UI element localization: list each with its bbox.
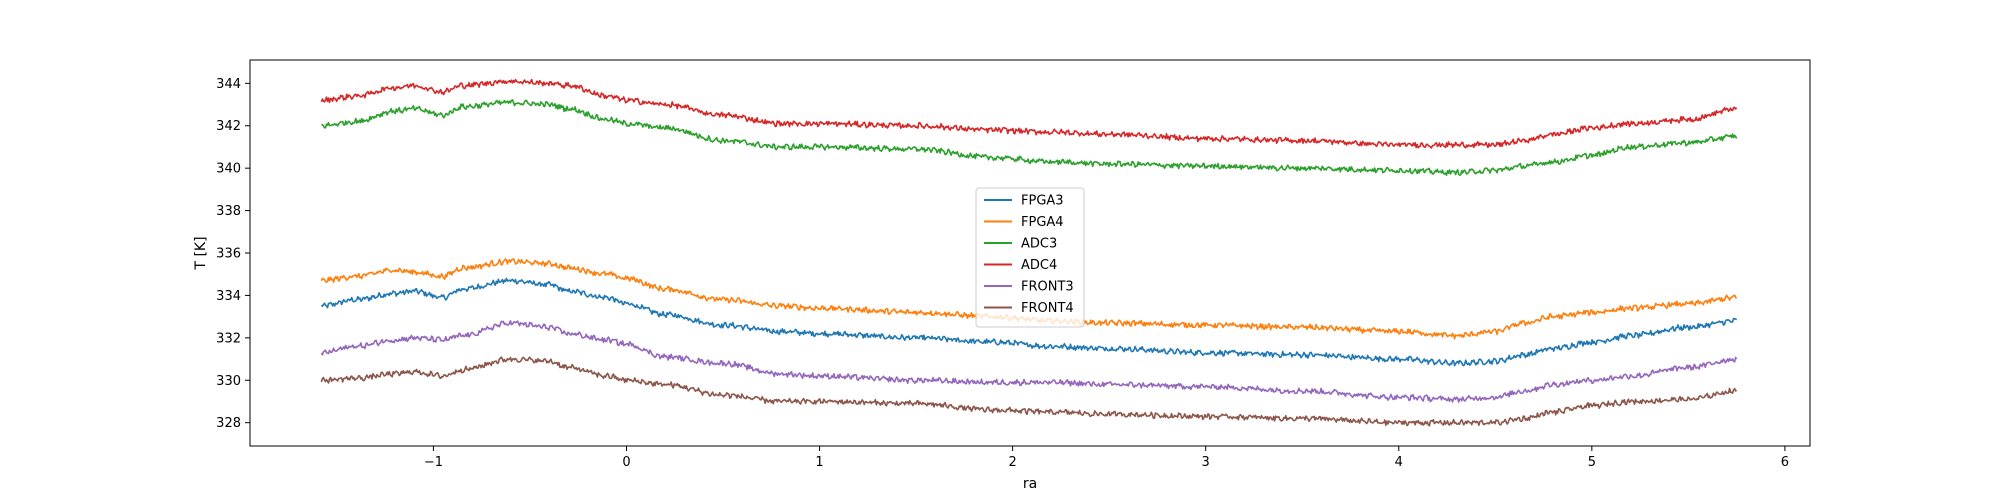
y-tick-label: 334: [216, 289, 241, 304]
x-tick-label: 3: [1202, 455, 1210, 470]
legend: FPGA3 FPGA4 ADC3 ADC4 FRONT3 FRONT4: [975, 187, 1085, 328]
y-tick-label: 330: [216, 374, 241, 389]
x-tick-label: 2: [1008, 455, 1016, 470]
legend-entry-label: FRONT4: [1021, 301, 1074, 316]
y-tick-label: 342: [216, 119, 241, 134]
legend-entry-label: ADC3: [1021, 237, 1057, 252]
y-tick-label: 338: [216, 204, 241, 219]
y-tick-label: 336: [216, 247, 241, 262]
x-tick-label: 5: [1588, 455, 1596, 470]
series-line-front4: [320, 356, 1738, 427]
x-tick-label: 4: [1395, 455, 1403, 470]
x-tick-label: 6: [1781, 455, 1789, 470]
x-tick-label: 1: [815, 455, 823, 470]
legend-entry-label: ADC4: [1021, 258, 1057, 273]
legend-entry-label: FRONT3: [1021, 280, 1074, 295]
y-axis-label: T [K]: [193, 236, 209, 270]
y-tick-label: 340: [216, 162, 241, 177]
axes-layer: −1 0 1 2 3 4 5 6 328 330 332 334 336 338 340 342 344: [216, 77, 1789, 470]
series-line-adc3: [321, 99, 1738, 176]
legend-entry-label: FPGA4: [1021, 215, 1064, 230]
series-line-adc4: [320, 78, 1738, 149]
y-tick-label: 332: [216, 331, 241, 346]
y-tick-label: 328: [216, 416, 241, 431]
legend-entry-label: FPGA3: [1021, 194, 1064, 209]
x-tick-label: −1: [424, 455, 443, 470]
legend-box: [975, 187, 1085, 328]
y-tick-label: 344: [216, 77, 241, 92]
series-line-front3: [320, 320, 1738, 403]
series-layer: [320, 78, 1738, 427]
x-axis-label: ra: [1023, 476, 1037, 492]
x-tick-label: 0: [622, 455, 630, 470]
series-line-fpga3: [320, 277, 1738, 367]
